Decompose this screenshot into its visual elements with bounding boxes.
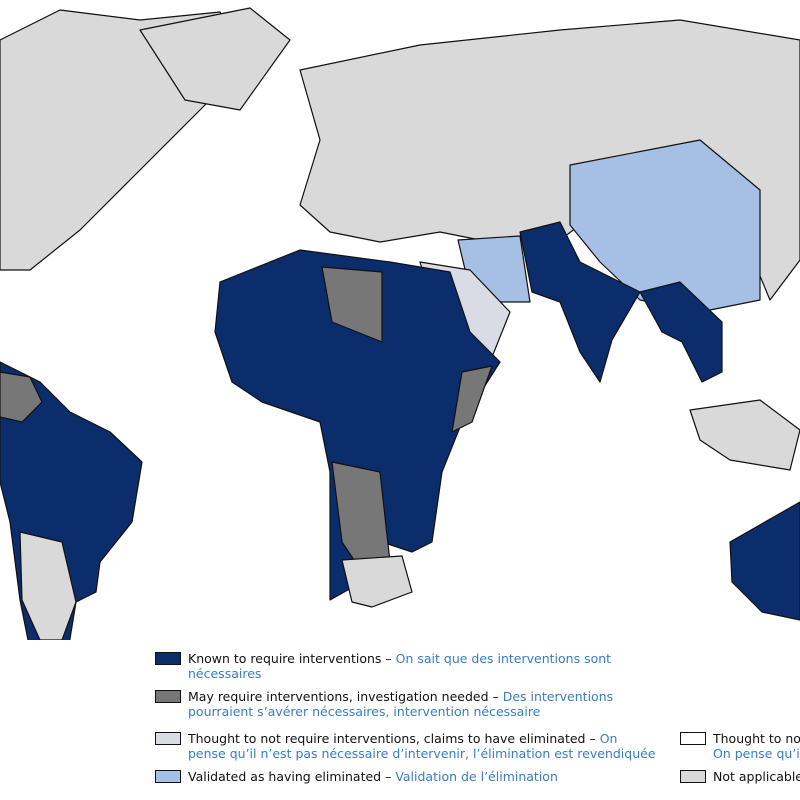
legend-text-en: Thought to not require interventions, cl…: [188, 731, 596, 746]
legend-label: Thought to not require interventions, cl…: [188, 731, 658, 761]
legend-swatch: [155, 652, 181, 665]
south-africa: [341, 555, 413, 608]
libya: [321, 266, 383, 343]
legend-swatch: [680, 732, 706, 745]
greenland: [139, 7, 291, 111]
legend-swatch: [155, 690, 181, 703]
legend-text-en: Thought to not: [713, 731, 800, 746]
legend-text-en: May require interventions, investigation…: [188, 689, 499, 704]
southern-cone: [19, 531, 77, 640]
legend-text-fr: Des interventions pourraient s’avérer né…: [188, 689, 614, 719]
legend-label: Known to require interventions – On sait…: [188, 651, 648, 681]
legend-text-fr: On pense qu’il: [713, 746, 800, 761]
world-map: [0, 7, 800, 640]
legend-swatch: [680, 770, 706, 783]
legend-label: Thought to not On pense qu’il: [713, 731, 800, 761]
legend-text-fr: On sait que des interventions sont néces…: [188, 651, 612, 681]
horn-of-africa: [451, 365, 493, 433]
legend-text-en: Validated as having eliminated –: [188, 769, 392, 784]
legend-swatch: [155, 732, 181, 745]
legend-label: May require interventions, investigation…: [188, 689, 628, 719]
africa: [214, 249, 501, 601]
indonesia: [689, 399, 800, 471]
legend-label: Not applicable: [713, 769, 800, 784]
legend-text-fr: Validation de l’élimination: [395, 769, 558, 784]
colombia: [0, 371, 43, 423]
legend-label: Validated as having eliminated – Validat…: [188, 769, 658, 784]
legend-text-en: Known to require interventions –: [188, 651, 392, 666]
south-asia: [519, 221, 641, 383]
se-asia: [639, 281, 723, 383]
legend-text-fr: On pense qu’il n’est pas nécessaire d’in…: [188, 731, 656, 761]
legend-text-en: Not applicable: [713, 769, 800, 784]
australia: [729, 501, 800, 621]
legend-swatch: [155, 770, 181, 783]
